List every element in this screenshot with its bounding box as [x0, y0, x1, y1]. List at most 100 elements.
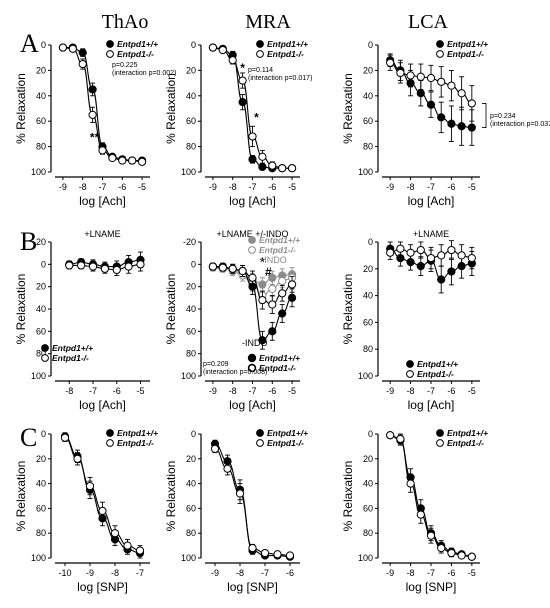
x-tick-label: -9 — [386, 386, 394, 396]
y-tick-label: 0 — [368, 429, 373, 439]
x-tick-label: -7 — [136, 568, 144, 578]
y-tick-label: 40 — [186, 304, 196, 314]
legend-label: Entpd1-/- — [117, 49, 154, 59]
data-point — [426, 531, 436, 540]
legend-marker — [436, 439, 444, 447]
legend-marker — [256, 40, 264, 48]
data-point — [123, 541, 132, 550]
data-point — [98, 506, 107, 515]
data-point — [406, 71, 415, 80]
x-tick-label: -9 — [209, 182, 217, 192]
data-point — [77, 261, 86, 270]
data-point — [88, 85, 97, 94]
legend-label: Entpd1+/+ — [447, 428, 488, 438]
data-point — [60, 433, 70, 442]
x-tick-label: -8 — [236, 568, 244, 578]
legend-marker — [406, 360, 414, 368]
legend-marker — [247, 363, 257, 373]
y-tick-label: 60 — [186, 503, 196, 513]
y-tick-label: 80 — [186, 142, 196, 152]
legend-marker — [248, 246, 256, 254]
legend-marker — [256, 50, 264, 58]
data-point — [228, 264, 237, 273]
legend-group-label: +INDO — [259, 255, 287, 265]
legend-label: Entpd1-/- — [52, 353, 89, 363]
legend-label: Entpd1-/- — [259, 245, 296, 255]
y-tick-label: 40 — [363, 91, 373, 101]
data-point — [68, 44, 77, 53]
x-axis-title: log [SNP] — [227, 580, 278, 594]
y-axis-title: % Relaxation — [341, 73, 355, 144]
significance-mark: * — [254, 110, 259, 124]
x-axis-title: log [Ach] — [408, 398, 455, 412]
legend-label: Entpd1+/+ — [267, 428, 308, 438]
y-tick-label: 0 — [368, 40, 373, 50]
legend-marker — [436, 429, 444, 437]
data-point — [457, 551, 466, 560]
data-point — [238, 76, 247, 85]
y-tick-label: 60 — [36, 326, 46, 336]
data-point — [238, 266, 247, 276]
x-tick-label: -8 — [229, 182, 237, 192]
y-tick-label: 60 — [363, 116, 373, 126]
legend-label: Entpd1-/- — [117, 438, 154, 448]
data-point — [268, 161, 277, 170]
legend-marker — [436, 50, 444, 58]
data-point — [396, 244, 405, 253]
condition-label: +LNAME — [84, 229, 120, 239]
series-ko — [386, 54, 476, 122]
y-tick-label: 100 — [181, 553, 196, 563]
x-tick-label: -6 — [447, 182, 455, 192]
x-tick-label: -9 — [211, 568, 219, 578]
y-tick-label: 0 — [41, 259, 46, 269]
x-tick-label: -8 — [229, 386, 237, 396]
y-tick-label: -20 — [183, 237, 196, 247]
x-tick-label: -5 — [138, 182, 146, 192]
legend-label: Entpd1-/- — [267, 49, 304, 59]
y-axis-title: % Relaxation — [14, 274, 28, 345]
x-tick-label: -6 — [447, 568, 455, 578]
series-ko — [386, 431, 476, 561]
legend-label: Entpd1+/+ — [447, 39, 488, 49]
data-point — [457, 122, 466, 131]
series-ko — [210, 444, 295, 560]
data-point — [258, 152, 267, 161]
chart-panel-2-1: 0 20 40 60 80 100 -9 -8 -7 -6 % Relaxation log [SNP… — [164, 428, 308, 594]
legend-label: Entpd1-/- — [267, 438, 304, 448]
data-point — [278, 289, 287, 298]
data-point — [396, 434, 405, 444]
y-axis-title: % Relaxation — [341, 274, 355, 345]
y-tick-label: 0 — [191, 259, 196, 269]
series-ko — [60, 433, 145, 556]
series-line — [212, 46, 293, 169]
legend-marker — [106, 439, 114, 447]
chart-panel-1-0: -20 0 20 40 60 80 100 -8 -7 -6 -5 % Relaxation log [… — [14, 229, 150, 412]
data-point — [218, 263, 227, 272]
legend-label: Entpd1+/+ — [117, 428, 158, 438]
p-value-note: p=0.225 — [112, 62, 138, 69]
y-tick-label: 20 — [363, 454, 373, 464]
p-value-note: (interaction p=0.017) — [248, 75, 312, 82]
y-tick-label: 0 — [41, 429, 46, 439]
data-point — [416, 262, 425, 271]
x-tick-label: -8 — [407, 568, 415, 578]
x-axis-title: log [Ach] — [229, 194, 276, 208]
data-point — [88, 110, 97, 119]
legend-label: Entpd1-/- — [259, 363, 296, 373]
data-point — [287, 280, 297, 289]
data-point — [447, 245, 456, 255]
significance-mark: * — [240, 61, 245, 75]
x-tick-label: -7 — [98, 182, 106, 192]
data-point — [108, 153, 117, 163]
data-point — [447, 548, 456, 558]
series-wt — [210, 439, 295, 561]
x-tick-label: -7 — [248, 386, 256, 396]
p-value-note: p=0.114 — [248, 67, 273, 74]
y-tick-label: 40 — [363, 479, 373, 489]
x-axis-title: log [Ach] — [229, 398, 276, 412]
significance-mark: # — [265, 265, 272, 279]
y-tick-label: 100 — [31, 167, 46, 177]
data-point — [248, 155, 257, 164]
condition-label: +LNAME +/-INDO — [216, 229, 288, 239]
x-tick-label: -6 — [268, 182, 276, 192]
